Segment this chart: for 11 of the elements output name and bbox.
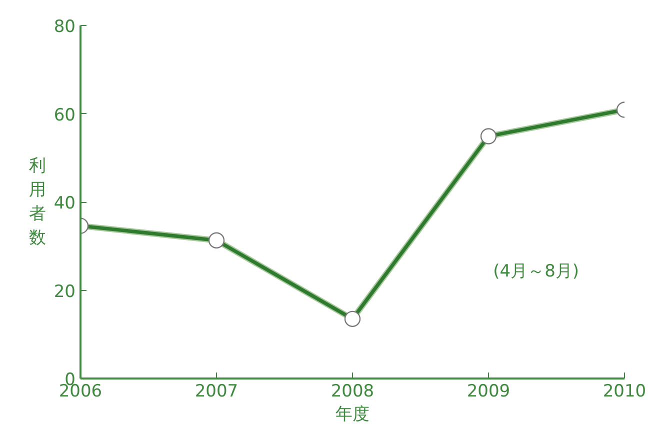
x-axis-title: 年度 (336, 404, 370, 424)
x-tick-label: 2008 (330, 382, 374, 402)
y-tick-label: 60 (54, 105, 76, 126)
x-tick-label: 2007 (194, 382, 238, 402)
y-tick-label: 20 (54, 282, 76, 302)
x-tick-label: 2010 (602, 382, 646, 402)
y-tick-label: 40 (54, 194, 76, 214)
y-tick-label: 80 (54, 17, 76, 37)
annotation: (4月～8月) (493, 261, 580, 282)
y-axis-title: 利用者数 (28, 156, 46, 248)
x-tick-label: 2009 (466, 382, 510, 402)
